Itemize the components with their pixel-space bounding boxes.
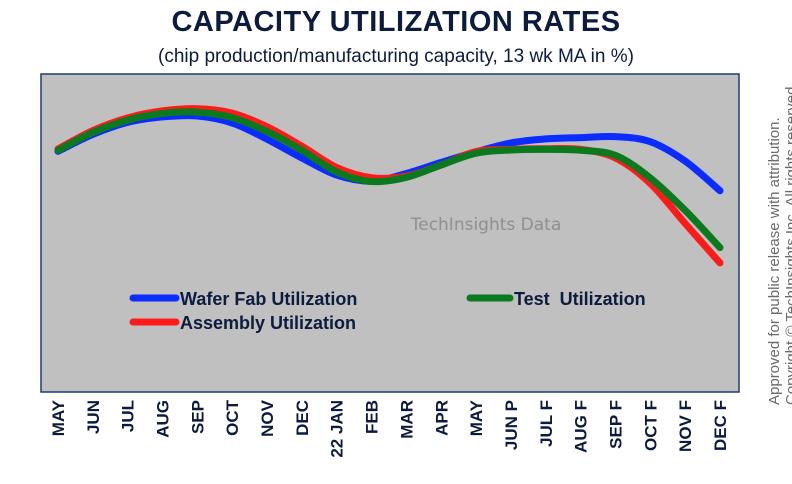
- x-tick-label: OCT F: [641, 400, 660, 451]
- x-tick-label: MAR: [397, 400, 416, 439]
- watermark-text: TechInsights Data: [410, 215, 562, 235]
- x-tick-label: SEP: [188, 400, 207, 434]
- x-tick-label: OCT: [223, 399, 242, 436]
- x-tick-label: JUN P: [502, 400, 521, 450]
- copyright-line-1: Approved for public release with attribu…: [766, 117, 783, 405]
- legend-label-test: Test Utilization: [514, 289, 646, 309]
- x-tick-label: DEC F: [711, 400, 730, 451]
- x-tick-label: FEB: [363, 400, 382, 434]
- chart-subtitle: (chip production/manufacturing capacity,…: [158, 46, 634, 67]
- x-tick-label: MAY: [49, 399, 68, 436]
- copyright-line-2: Copyright © TechInsights Inc. All rights…: [783, 82, 792, 405]
- legend-label-assembly: Assembly Utilization: [180, 313, 356, 333]
- series-layer: [54, 105, 724, 267]
- x-tick-label: 22 JAN: [328, 400, 347, 458]
- copyright-note: Approved for public release with attribu…: [766, 82, 792, 405]
- x-tick-label: APR: [432, 400, 451, 436]
- x-tick-label: NOV: [258, 399, 277, 437]
- legend: Wafer Fab Utilization Test Utilization A…: [129, 289, 646, 333]
- x-tick-label: JUN: [84, 400, 103, 434]
- x-tick-label: NOV F: [676, 400, 695, 452]
- x-tick-label: MAY: [467, 399, 486, 436]
- x-tick-label: JUL: [119, 400, 138, 432]
- x-tick-label: DEC: [293, 400, 312, 436]
- legend-label-wafer-fab: Wafer Fab Utilization: [180, 289, 357, 309]
- x-tick-labels: MAY JUN JUL AUG SEP OCT NOV DEC 22 JAN FEB MAR APR M…: [49, 399, 730, 457]
- series-line-test: [54, 108, 724, 252]
- x-tick-label: JUL F: [537, 400, 556, 447]
- x-tick-label: AUG F: [572, 400, 591, 453]
- plot-area: [40, 73, 740, 393]
- x-tick-label: SEP F: [606, 400, 625, 449]
- chart-title: CAPACITY UTILIZATION RATES: [171, 6, 621, 38]
- x-tick-label: AUG: [154, 400, 173, 438]
